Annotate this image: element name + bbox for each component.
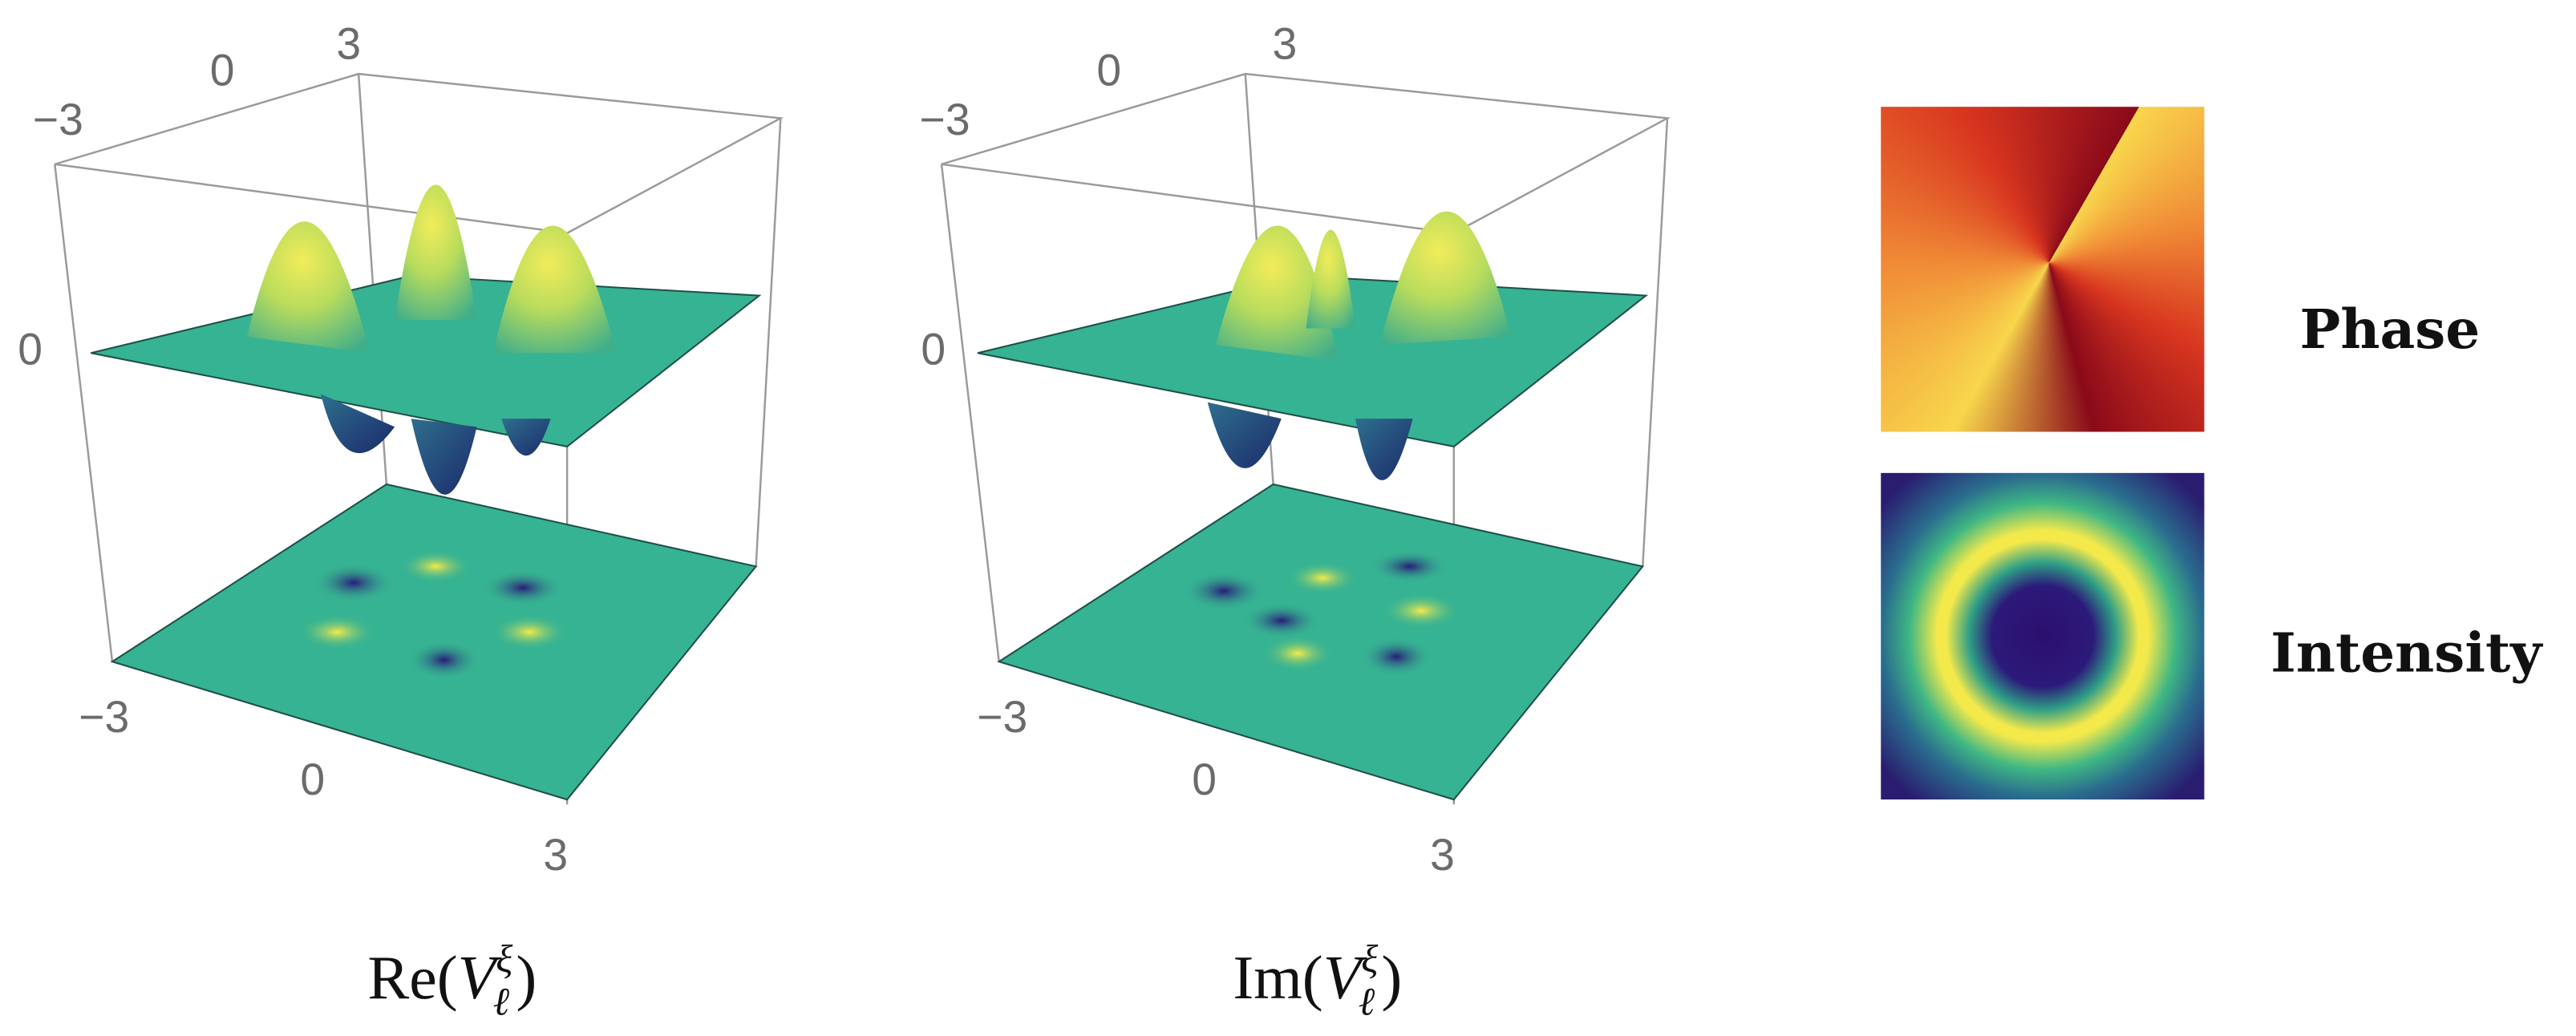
tick-label: 0 xyxy=(1192,755,1217,804)
phase-image xyxy=(1881,107,2205,432)
spot xyxy=(1182,571,1266,611)
dip xyxy=(1355,419,1413,480)
spot xyxy=(1262,635,1335,672)
spot xyxy=(1286,561,1359,595)
tick-label: −3 xyxy=(33,95,83,144)
dip xyxy=(320,394,395,454)
spot xyxy=(1241,602,1321,639)
caption-suffix: ) xyxy=(1381,943,1402,1012)
panel-re: −3 0 3 0 −3 0 3 Re(Vξ ℓ) xyxy=(18,19,782,1023)
peak xyxy=(1379,211,1512,345)
dip xyxy=(1207,402,1282,468)
peak xyxy=(492,225,617,354)
tick-label: 0 xyxy=(18,325,43,374)
caption-subscript: ℓ xyxy=(493,979,510,1023)
caption: Re(Vξ ℓ) xyxy=(367,937,537,1023)
tick-label: 0 xyxy=(921,325,946,374)
caption-superscript: ξ xyxy=(1361,937,1379,981)
tick-label: 3 xyxy=(543,830,568,880)
peak xyxy=(1306,229,1355,329)
tick-label: −3 xyxy=(977,692,1027,742)
spot xyxy=(481,569,565,606)
tick-label: 3 xyxy=(1430,830,1455,880)
spot xyxy=(1360,637,1433,677)
spot xyxy=(407,640,480,680)
dip xyxy=(411,419,477,495)
caption-symbol: V xyxy=(458,943,502,1012)
caption-symbol: V xyxy=(1323,943,1367,1012)
peak xyxy=(395,184,477,321)
peak xyxy=(246,221,371,354)
tick-label: 0 xyxy=(1096,45,1121,95)
caption: Im(Vξ ℓ) xyxy=(1233,937,1402,1023)
spot xyxy=(1381,593,1460,629)
spot xyxy=(399,549,472,583)
plot-box xyxy=(940,72,1669,806)
dip xyxy=(501,419,551,456)
image-label: Intensity xyxy=(2270,621,2543,684)
spot xyxy=(298,613,377,650)
tick-label: −3 xyxy=(920,95,970,144)
tick-label: 0 xyxy=(210,45,235,95)
caption-suffix: ) xyxy=(516,943,537,1012)
tick-label: −3 xyxy=(79,692,129,742)
intensity-image xyxy=(1881,472,2205,800)
tick-label: 0 xyxy=(300,755,325,804)
tick-label: 3 xyxy=(336,19,361,69)
caption-prefix: Im( xyxy=(1233,943,1322,1012)
spot xyxy=(1370,549,1449,583)
caption-subscript: ℓ xyxy=(1359,979,1375,1023)
caption-prefix: Re( xyxy=(367,943,457,1012)
image-label: Phase xyxy=(2300,297,2481,361)
spot xyxy=(489,613,569,650)
panel-im: −3 0 3 0 −3 0 3 Im(Vξ ℓ) xyxy=(920,19,1669,1023)
tick-label: 3 xyxy=(1273,19,1298,69)
caption-superscript: ξ xyxy=(496,937,513,981)
spot xyxy=(312,563,395,603)
